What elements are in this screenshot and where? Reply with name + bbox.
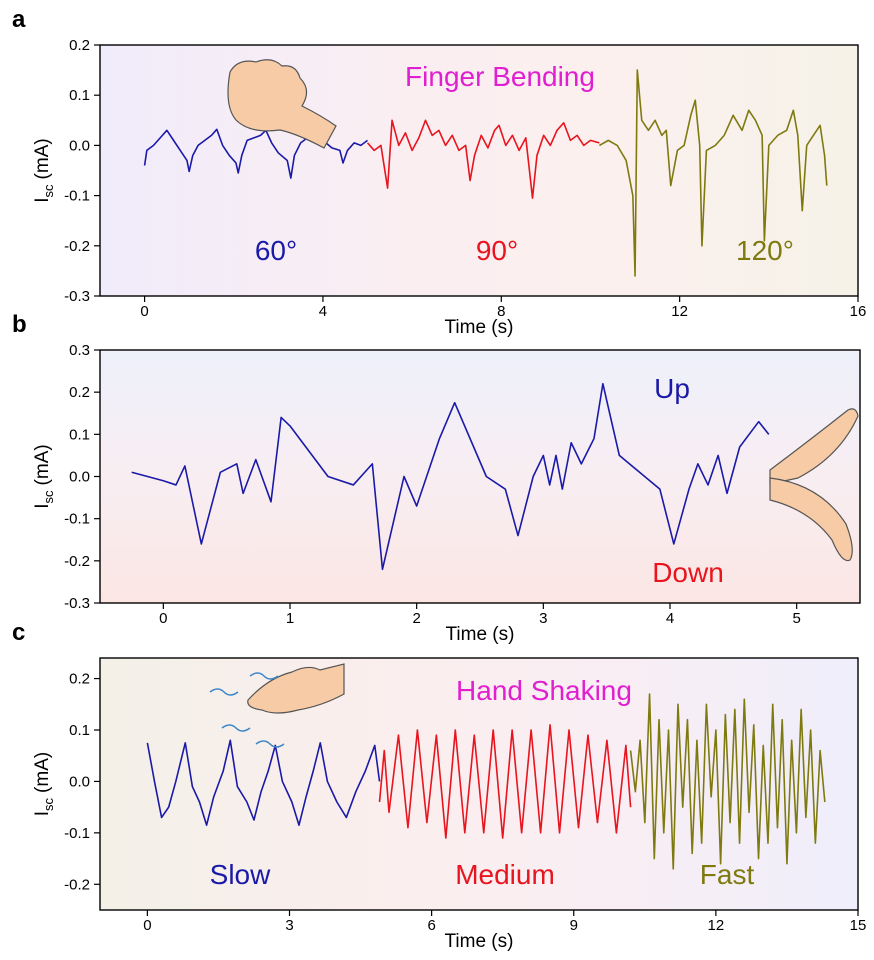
y-label-sub: sc xyxy=(41,797,56,811)
y-tick-label: -0.2 xyxy=(64,553,90,570)
y-tick-label: 0.2 xyxy=(69,671,90,688)
y-tick-label: -0.1 xyxy=(64,188,90,205)
data-line xyxy=(143,128,369,179)
y-label-unit: (mA) xyxy=(32,752,53,793)
y-tick-label: 0.1 xyxy=(69,722,90,739)
series-label: 120° xyxy=(736,235,794,266)
annotation: Hand Shaking xyxy=(456,675,632,706)
panel-label: c xyxy=(12,619,25,646)
y-axis-label: Isc (mA) xyxy=(32,444,56,508)
x-tick-label: 6 xyxy=(427,917,435,934)
x-tick-label: 3 xyxy=(539,610,547,627)
y-tick-label: 0.1 xyxy=(69,426,90,443)
plot-frame xyxy=(99,44,859,297)
y-tick-label: -0.2 xyxy=(64,238,90,255)
x-tick-label: 8 xyxy=(497,303,505,320)
series-label: Medium xyxy=(455,859,555,890)
x-tick-label: 0 xyxy=(143,917,151,934)
y-label-sub: sc xyxy=(41,490,56,504)
x-axis-label: Time (s) xyxy=(445,317,514,338)
series-label: Slow xyxy=(210,859,271,890)
y-axis-label: Isc (mA) xyxy=(32,138,56,202)
data-line xyxy=(366,119,600,199)
annotation: Down xyxy=(652,557,724,588)
y-label-main: I xyxy=(32,503,53,508)
x-tick-label: 15 xyxy=(850,917,867,934)
data-line xyxy=(131,382,770,571)
x-tick-label: 0 xyxy=(159,610,167,627)
y-tick-label: 0.0 xyxy=(69,773,90,790)
data-line xyxy=(598,69,828,277)
series-label: 90° xyxy=(476,235,518,266)
hand-illustration xyxy=(227,59,859,714)
series-label: Fast xyxy=(700,859,755,890)
y-tick-label: -0.2 xyxy=(64,876,90,893)
x-tick-label: 12 xyxy=(671,303,688,320)
data-line xyxy=(146,739,381,826)
x-tick-label: 3 xyxy=(285,917,293,934)
series-label: 60° xyxy=(255,235,297,266)
y-label-main: I xyxy=(32,811,53,816)
plot-background xyxy=(100,350,860,603)
y-tick-label: -0.3 xyxy=(64,288,90,305)
x-tick-label: 1 xyxy=(286,610,294,627)
x-tick-label: 9 xyxy=(570,917,578,934)
plot-frame xyxy=(99,349,861,604)
x-tick-label: 5 xyxy=(792,610,800,627)
y-axis-label: Isc (mA) xyxy=(32,752,56,816)
panel-label: b xyxy=(12,311,27,338)
y-tick-label: 0.1 xyxy=(69,87,90,104)
x-tick-label: 0 xyxy=(140,303,148,320)
y-tick-label: 0.2 xyxy=(69,384,90,401)
x-tick-label: 4 xyxy=(319,303,327,320)
motion-lines xyxy=(209,672,285,748)
x-axis-label: Time (s) xyxy=(445,931,514,952)
y-tick-label: -0.3 xyxy=(64,595,90,612)
y-tick-label: 0.0 xyxy=(69,469,90,486)
plot-frame xyxy=(99,657,859,911)
y-label-main: I xyxy=(32,197,53,202)
y-tick-label: -0.1 xyxy=(64,825,90,842)
data-line xyxy=(629,693,826,870)
y-tick-label: 0.3 xyxy=(69,342,90,359)
x-tick-label: 2 xyxy=(412,610,420,627)
y-tick-label: -0.1 xyxy=(64,511,90,528)
x-tick-label: 12 xyxy=(708,917,725,934)
y-tick-label: 0.0 xyxy=(69,137,90,154)
annotation: Finger Bending xyxy=(405,61,595,92)
plot-background xyxy=(100,45,858,296)
data-line xyxy=(378,724,632,839)
annotation: Up xyxy=(654,373,690,404)
x-tick-label: 16 xyxy=(850,303,867,320)
x-tick-label: 4 xyxy=(666,610,674,627)
y-tick-label: 0.2 xyxy=(69,37,90,54)
panel-label: a xyxy=(12,6,26,33)
x-axis-label: Time (s) xyxy=(446,624,515,645)
y-label-sub: sc xyxy=(41,184,56,198)
y-label-unit: (mA) xyxy=(32,138,53,179)
y-label-unit: (mA) xyxy=(32,444,53,485)
